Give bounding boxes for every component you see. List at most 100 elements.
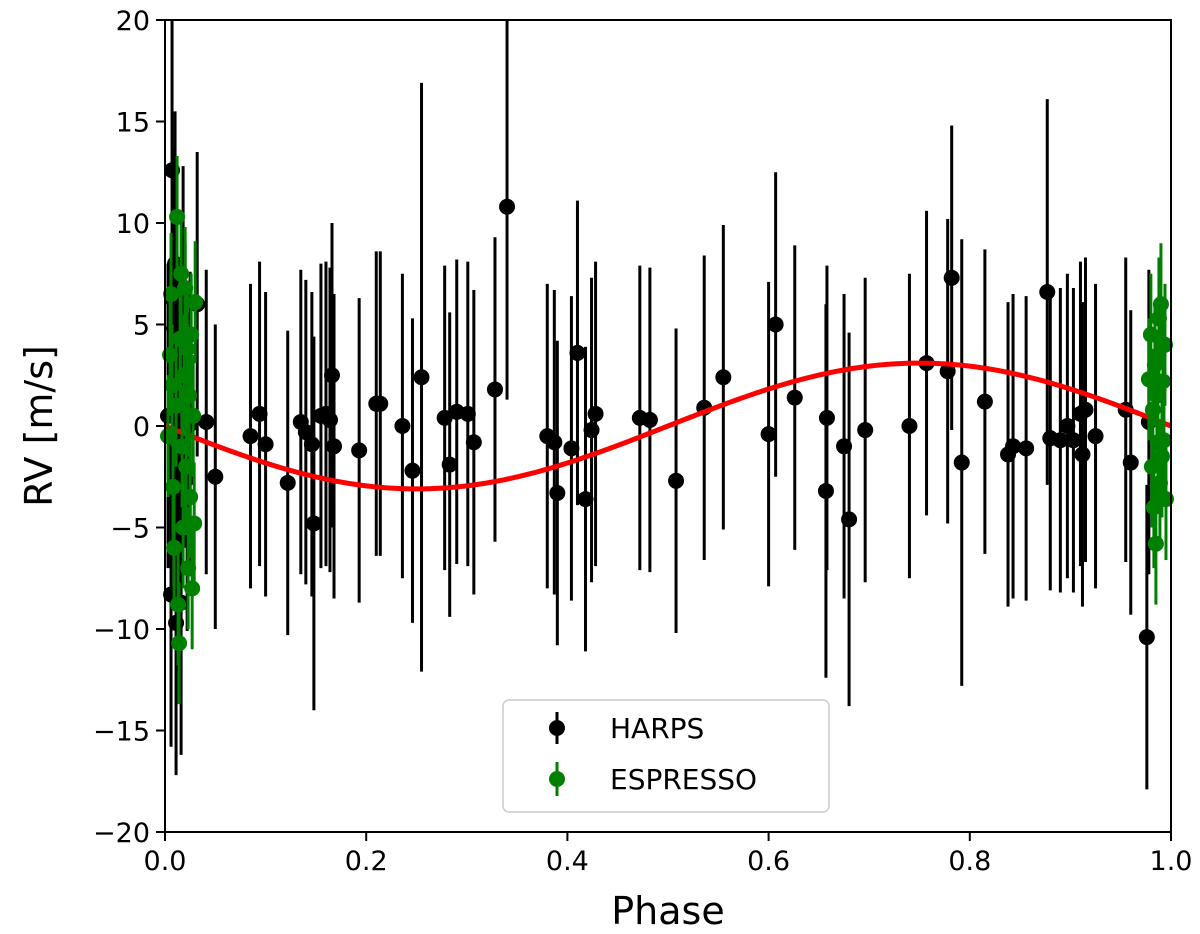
data-point bbox=[171, 635, 188, 652]
y-axis-label: RV [m/s] bbox=[17, 345, 61, 507]
legend-espresso-marker bbox=[549, 771, 565, 787]
data-point bbox=[164, 377, 181, 394]
legend-espresso-label: ESPRESSO bbox=[610, 763, 757, 796]
data-point bbox=[326, 438, 343, 455]
data-point bbox=[351, 442, 368, 459]
data-point bbox=[569, 344, 586, 361]
y-tick-label: −10 bbox=[93, 615, 150, 646]
data-point bbox=[168, 397, 185, 414]
y-tick-label: −20 bbox=[93, 818, 150, 849]
data-point bbox=[760, 426, 777, 443]
legend-harps-marker bbox=[549, 720, 565, 736]
data-point bbox=[499, 198, 516, 215]
data-point bbox=[1152, 296, 1169, 313]
data-point bbox=[583, 422, 600, 439]
data-point bbox=[162, 346, 179, 363]
y-tick-label: 5 bbox=[133, 311, 150, 342]
data-point bbox=[168, 614, 185, 631]
y-tick-label: 0 bbox=[133, 412, 150, 443]
data-marks bbox=[160, 20, 1174, 790]
data-point bbox=[1065, 432, 1082, 449]
data-point bbox=[715, 369, 732, 386]
data-point bbox=[303, 436, 320, 453]
series-espresso bbox=[160, 156, 1174, 705]
data-point bbox=[668, 472, 685, 489]
data-point bbox=[1155, 432, 1172, 449]
legend-harps-label: HARPS bbox=[610, 712, 704, 745]
data-point bbox=[1148, 387, 1165, 404]
data-point bbox=[857, 422, 874, 439]
data-point bbox=[1087, 428, 1104, 445]
data-point bbox=[1154, 373, 1171, 390]
data-point bbox=[1157, 491, 1174, 508]
data-point bbox=[577, 491, 594, 508]
x-tick-label: 0.8 bbox=[948, 846, 991, 877]
x-axis-label: Phase bbox=[611, 889, 724, 933]
data-point bbox=[179, 340, 196, 357]
data-point bbox=[166, 539, 183, 556]
data-point bbox=[1147, 535, 1164, 552]
data-point bbox=[1156, 336, 1173, 353]
data-point bbox=[1144, 401, 1161, 418]
data-point bbox=[173, 265, 190, 282]
x-tick-label: 1.0 bbox=[1150, 846, 1193, 877]
data-point bbox=[1151, 474, 1168, 491]
data-point bbox=[1005, 438, 1022, 455]
data-point bbox=[372, 395, 389, 412]
data-point bbox=[170, 596, 187, 613]
data-point bbox=[1074, 446, 1091, 463]
data-point bbox=[486, 381, 503, 398]
y-tick-label: −15 bbox=[93, 717, 150, 748]
data-point bbox=[176, 367, 193, 384]
data-point bbox=[169, 208, 186, 225]
data-point bbox=[1059, 418, 1076, 434]
legend: HARPS ESPRESSO bbox=[502, 699, 830, 813]
data-point bbox=[163, 286, 180, 303]
data-point bbox=[1138, 629, 1155, 646]
data-point bbox=[198, 413, 215, 430]
legend-box bbox=[502, 699, 830, 813]
series-harps bbox=[160, 20, 1157, 790]
data-point bbox=[641, 411, 658, 428]
data-point bbox=[767, 316, 784, 333]
data-point bbox=[953, 454, 970, 471]
data-point bbox=[1143, 458, 1160, 475]
x-tick-label: 0.0 bbox=[144, 846, 187, 877]
data-point bbox=[185, 407, 202, 424]
y-axis-ticks: −20 −15 −10 −5 0 5 10 15 20 bbox=[93, 6, 165, 849]
data-point bbox=[943, 269, 960, 286]
y-tick-label: 10 bbox=[116, 209, 150, 240]
data-point bbox=[1140, 371, 1157, 388]
data-point bbox=[1145, 499, 1162, 516]
data-point bbox=[305, 515, 322, 532]
x-tick-label: 0.6 bbox=[747, 846, 790, 877]
data-point bbox=[165, 478, 182, 495]
data-point bbox=[178, 458, 195, 475]
y-tick-label: 20 bbox=[116, 6, 150, 37]
data-point bbox=[187, 294, 204, 311]
y-tick-label: 15 bbox=[116, 108, 150, 139]
data-point bbox=[563, 440, 580, 457]
data-point bbox=[549, 484, 566, 501]
data-point bbox=[160, 428, 177, 445]
data-point bbox=[587, 405, 604, 422]
data-point bbox=[177, 279, 194, 296]
data-point bbox=[1122, 454, 1139, 471]
x-axis-ticks: 0.0 0.2 0.4 0.6 0.8 1.0 bbox=[144, 832, 1193, 877]
data-point bbox=[1018, 440, 1035, 457]
data-point bbox=[465, 434, 482, 451]
data-point bbox=[321, 411, 338, 428]
data-point bbox=[184, 580, 201, 597]
data-point bbox=[404, 462, 421, 479]
data-point bbox=[174, 438, 191, 455]
data-point bbox=[279, 474, 296, 491]
data-point bbox=[817, 482, 834, 499]
data-point bbox=[818, 409, 835, 426]
data-point bbox=[1039, 284, 1056, 301]
data-point bbox=[1150, 310, 1167, 327]
data-point bbox=[1052, 432, 1069, 449]
data-point bbox=[180, 560, 197, 577]
data-point bbox=[183, 326, 200, 343]
data-point bbox=[1146, 357, 1163, 374]
